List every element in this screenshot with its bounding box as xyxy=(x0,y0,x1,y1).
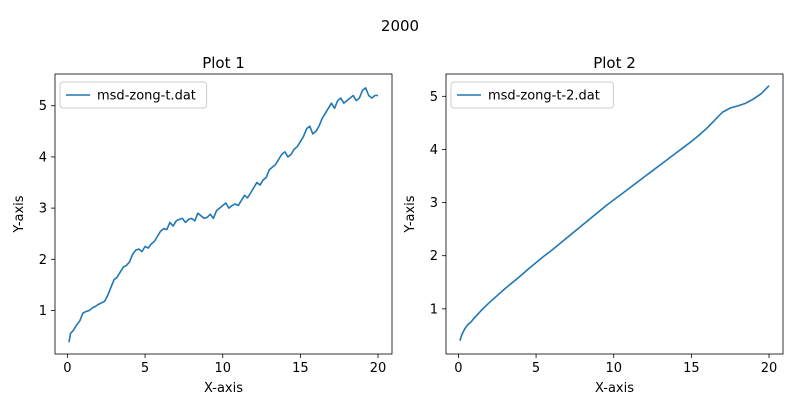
plot-title: Plot 1 xyxy=(202,54,245,72)
plot-title: Plot 2 xyxy=(593,54,636,72)
y-tick-label: 5 xyxy=(430,90,438,105)
figure-title: 2000 xyxy=(381,17,419,35)
y-tick-label: 4 xyxy=(430,143,438,158)
y-tick-label: 3 xyxy=(39,202,47,217)
x-tick-label: 0 xyxy=(63,361,71,376)
y-axis-label: Y-axis xyxy=(403,195,418,233)
x-tick-label: 20 xyxy=(370,361,387,376)
x-tick-label: 5 xyxy=(141,361,149,376)
x-tick-label: 0 xyxy=(454,361,462,376)
x-tick-label: 15 xyxy=(683,361,700,376)
axes-frame xyxy=(445,73,784,355)
subplot-1: Plot 1 0 5 10 15 20 1 2 3 4 5 X-axis Y-axis msd-zong-… xyxy=(12,54,393,396)
y-tick-label: 2 xyxy=(430,249,438,264)
x-tick-label: 10 xyxy=(605,361,622,376)
legend-label: msd-zong-t.dat xyxy=(97,89,196,104)
legend-box xyxy=(59,81,208,109)
x-tick-label: 20 xyxy=(761,361,778,376)
legend-box xyxy=(450,81,614,109)
y-axis-label: Y-axis xyxy=(12,195,27,233)
series-line xyxy=(459,85,770,341)
series-line xyxy=(68,87,379,343)
x-tick-label: 10 xyxy=(214,361,231,376)
x-tick-label: 15 xyxy=(292,361,309,376)
y-tick-label: 5 xyxy=(39,99,47,114)
x-axis-label: X-axis xyxy=(204,381,243,396)
y-tick-label: 1 xyxy=(430,302,438,317)
legend-label: msd-zong-t-2.dat xyxy=(488,89,600,104)
y-tick-label: 1 xyxy=(39,304,47,319)
x-axis-label: X-axis xyxy=(595,381,634,396)
x-tick-label: 5 xyxy=(532,361,540,376)
y-tick-label: 2 xyxy=(39,253,47,268)
y-tick-label: 4 xyxy=(39,150,47,165)
axes-frame xyxy=(54,73,393,355)
y-tick-label: 3 xyxy=(430,196,438,211)
subplot-2: Plot 2 0 5 10 15 20 1 2 3 4 5 X-axis Y-axis msd-zong-… xyxy=(403,54,784,396)
